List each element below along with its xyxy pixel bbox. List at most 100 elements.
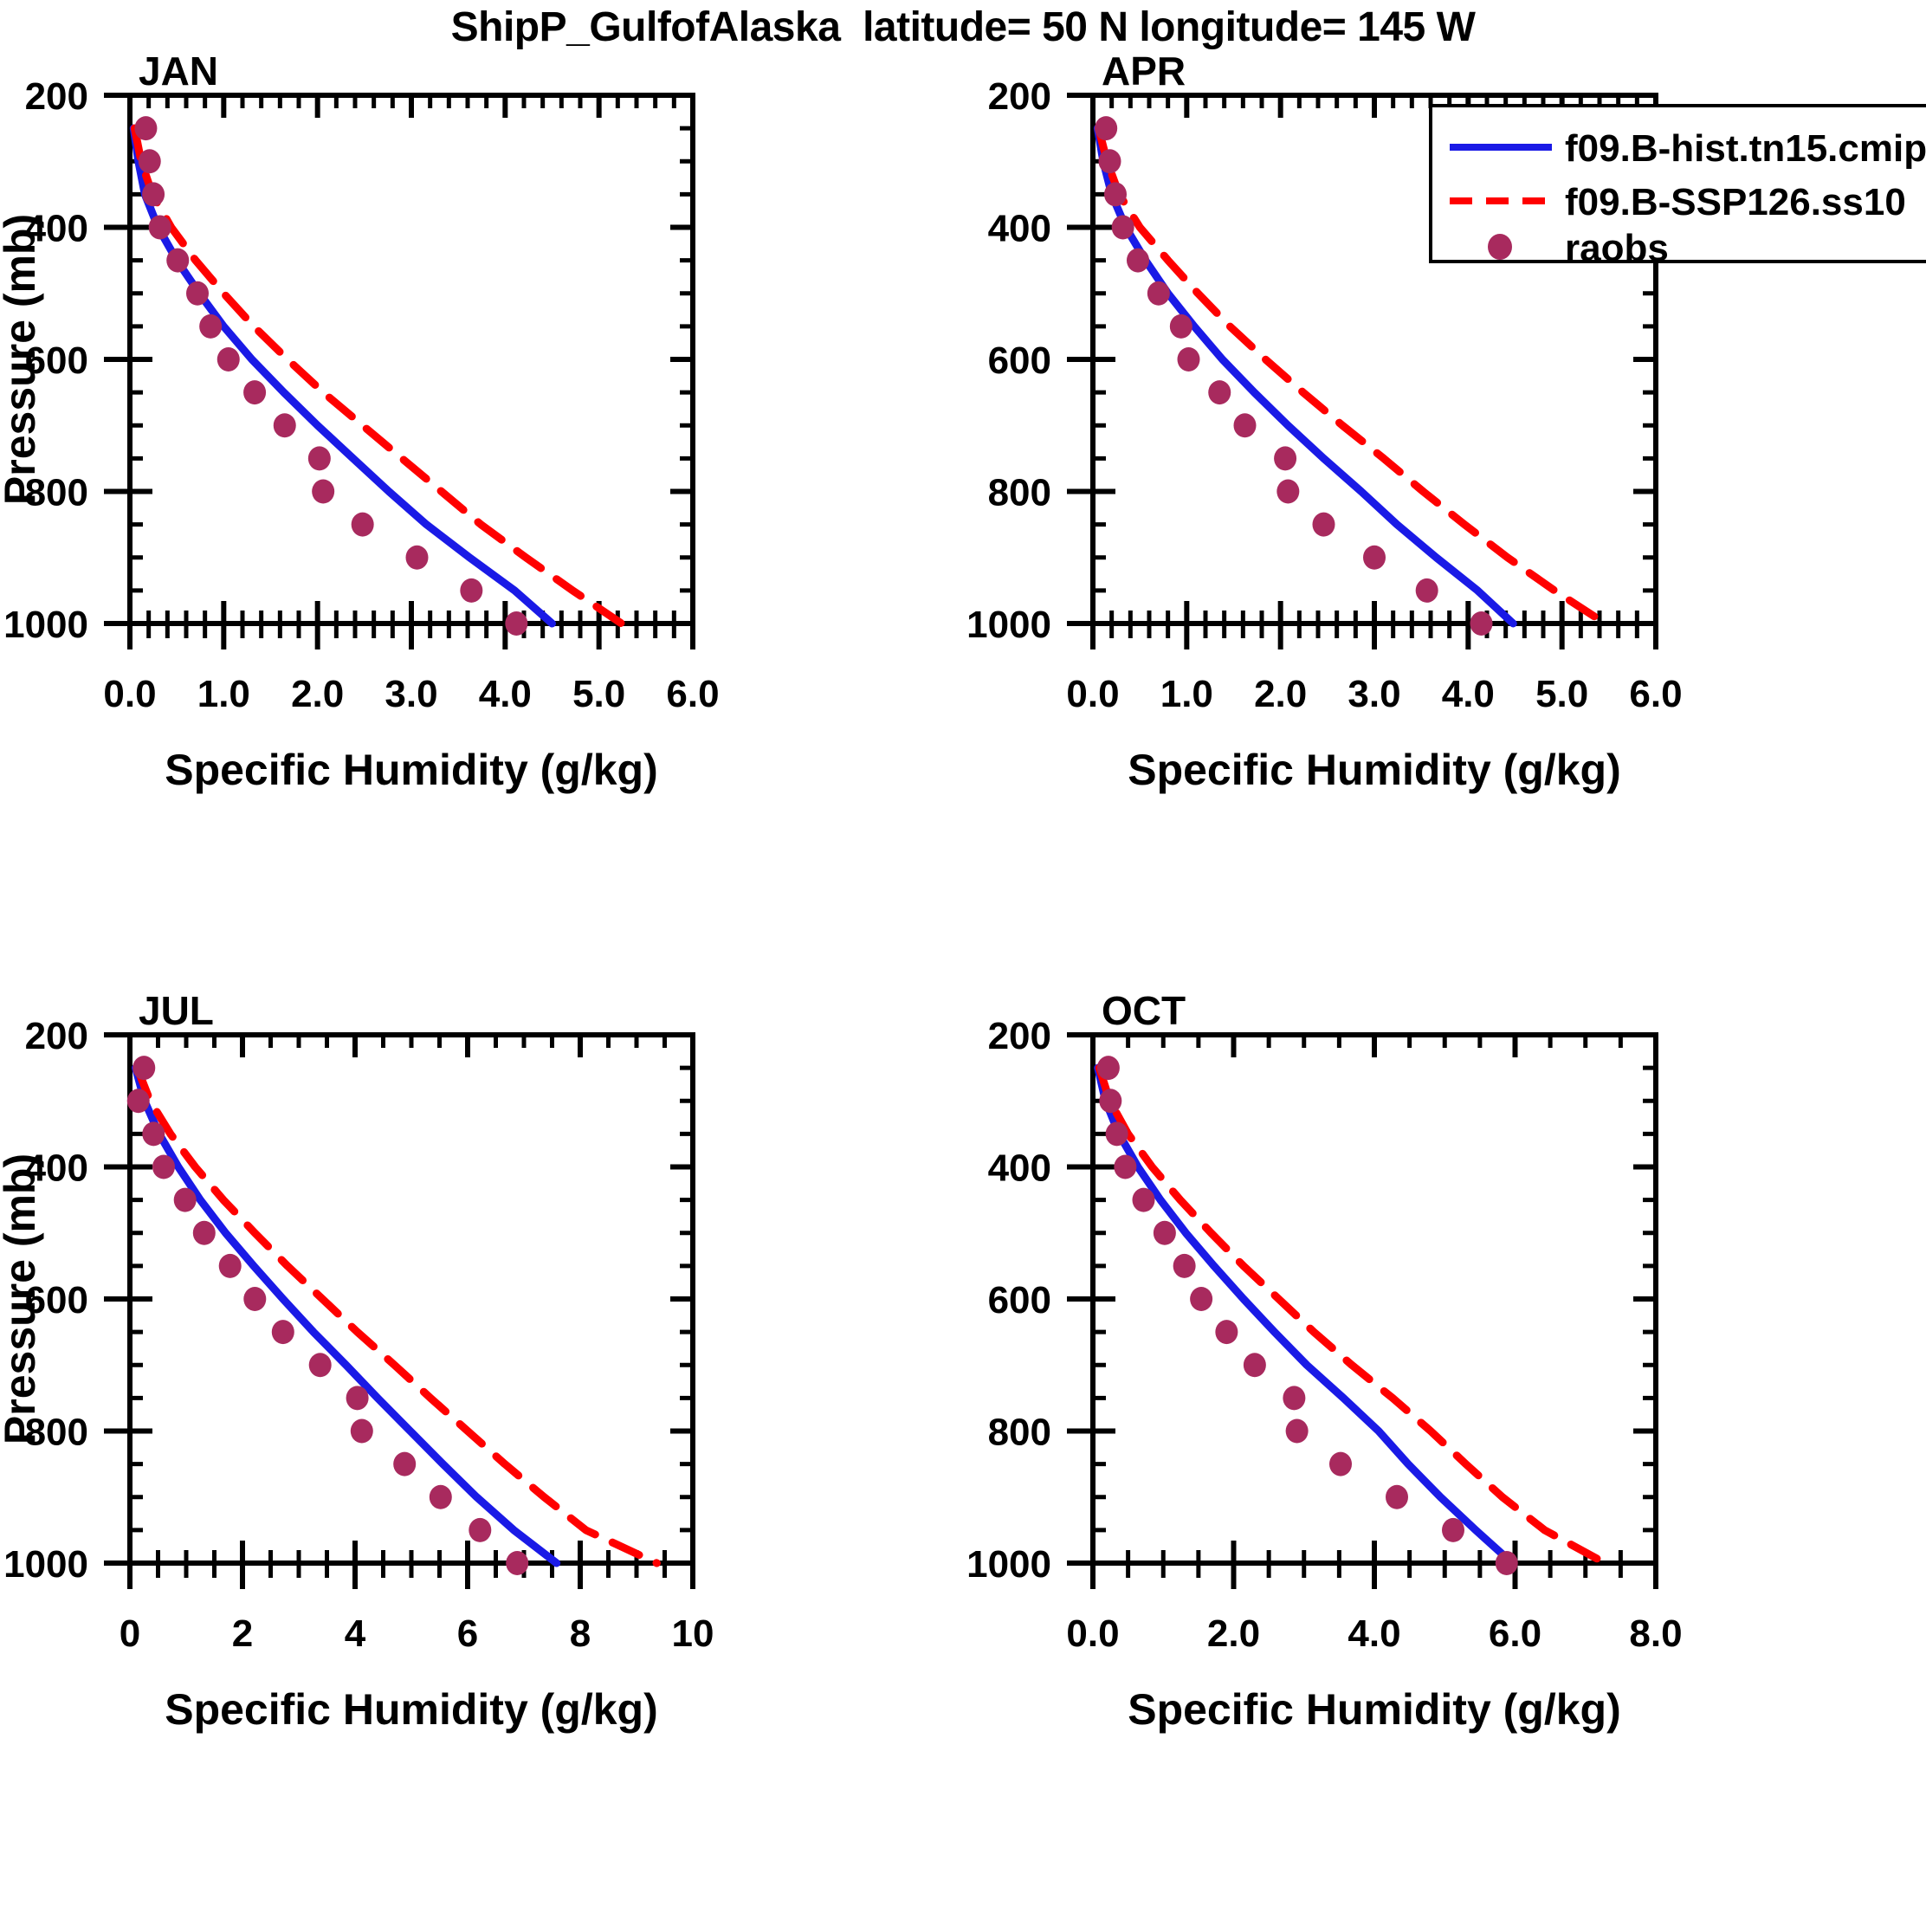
series-line-ssp126 bbox=[132, 1063, 661, 1567]
data-point-marker bbox=[1114, 1154, 1137, 1179]
data-point-marker bbox=[1363, 545, 1386, 570]
data-point-marker bbox=[1190, 1287, 1213, 1311]
y-tick-label: 600 bbox=[988, 1279, 1051, 1321]
data-point-marker bbox=[192, 1220, 216, 1245]
data-point-marker bbox=[1173, 1253, 1196, 1278]
panel-label: OCT bbox=[1102, 992, 1186, 1033]
x-tick-label: 5.0 bbox=[1535, 673, 1588, 715]
legend-label-ssp126: f09.B-SSP126.ss10 bbox=[1565, 181, 1906, 223]
data-point-marker bbox=[138, 149, 161, 174]
data-point-marker bbox=[1104, 182, 1127, 207]
data-point-marker bbox=[1098, 149, 1121, 174]
series-raobs-markers bbox=[134, 116, 528, 636]
x-tick-label: 6.0 bbox=[666, 673, 719, 715]
x-axis-title: Specific Humidity (g/kg) bbox=[165, 1685, 658, 1734]
plot-frame bbox=[127, 1032, 695, 1566]
x-tick-label: 0.0 bbox=[1066, 673, 1119, 715]
y-tick-label: 1000 bbox=[966, 604, 1051, 646]
y-tick-label: 200 bbox=[25, 1015, 88, 1057]
data-point-marker bbox=[1495, 1551, 1518, 1575]
y-tick-label: 200 bbox=[988, 1015, 1051, 1057]
y-tick-label: 800 bbox=[988, 1412, 1051, 1454]
data-point-marker bbox=[1312, 512, 1335, 537]
data-point-marker bbox=[1096, 1056, 1120, 1081]
data-point-marker bbox=[307, 446, 331, 471]
x-tick-label: 10 bbox=[672, 1612, 714, 1655]
chart-panel-apr: 0.0 1.0 2.0 3.0 4.0 5.0 6.0 200 400 600 800 1000 APR… bbox=[966, 52, 1926, 794]
x-tick-label: 2.0 bbox=[1207, 1612, 1260, 1655]
data-point-marker bbox=[308, 1353, 332, 1378]
data-point-marker bbox=[1215, 1320, 1238, 1345]
legend-label-raobs: raobs bbox=[1565, 227, 1669, 269]
x-tick-label: 6.0 bbox=[1629, 673, 1682, 715]
y-tick-label: 400 bbox=[988, 208, 1051, 250]
x-tick-label: 0 bbox=[120, 1612, 140, 1655]
data-point-marker bbox=[1415, 578, 1438, 603]
series-line-hist bbox=[129, 124, 556, 628]
x-tick-label: 8 bbox=[570, 1612, 591, 1655]
panel-label: APR bbox=[1102, 52, 1186, 94]
legend-label-hist: f09.B-hist.tn15.cmip6 bbox=[1565, 127, 1926, 170]
series-line-hist bbox=[132, 1063, 561, 1567]
x-tick-label: 2.0 bbox=[291, 673, 344, 715]
y-tick-label: 200 bbox=[25, 75, 88, 118]
data-point-marker bbox=[243, 380, 267, 405]
data-point-marker bbox=[1233, 413, 1257, 438]
y-tick-label: 800 bbox=[988, 472, 1051, 514]
y-tick-label: 800 bbox=[25, 472, 88, 514]
series-line-hist bbox=[1094, 1063, 1516, 1567]
data-point-marker bbox=[1099, 1089, 1122, 1114]
y-tick-label: 200 bbox=[988, 75, 1051, 118]
data-point-marker bbox=[173, 1187, 197, 1212]
plot-frame bbox=[1090, 1032, 1658, 1566]
legend-box bbox=[1429, 104, 1926, 263]
data-point-marker bbox=[1095, 116, 1118, 141]
data-point-marker bbox=[152, 1154, 175, 1179]
series-line-ssp126 bbox=[1095, 1063, 1609, 1567]
y-axis-title: Pressure (mb) bbox=[0, 1153, 44, 1444]
chart-panel-jan: 0.0 1.0 2.0 3.0 4.0 5.0 6.0 200 400 600 800 1000 JAN… bbox=[0, 52, 720, 794]
x-tick-label: 6 bbox=[457, 1612, 478, 1655]
y-tick-label: 1000 bbox=[3, 604, 88, 646]
x-tick-label: 3.0 bbox=[1348, 673, 1400, 715]
series-raobs-markers bbox=[126, 1056, 529, 1575]
series-raobs-markers bbox=[1096, 1056, 1518, 1575]
y-tick-label: 800 bbox=[25, 1412, 88, 1454]
legend-swatch-raobs bbox=[1488, 234, 1512, 260]
data-point-marker bbox=[166, 248, 190, 273]
x-tick-label: 0.0 bbox=[1066, 1612, 1119, 1655]
data-point-marker bbox=[126, 1089, 150, 1114]
data-point-marker bbox=[1285, 1418, 1309, 1444]
data-point-marker bbox=[271, 1320, 294, 1345]
x-tick-label: 4.0 bbox=[479, 673, 532, 715]
figure-title: ShipP_GulfofAlaska latitude= 50 N longit… bbox=[450, 4, 1476, 50]
data-point-marker bbox=[273, 413, 296, 438]
data-point-marker bbox=[186, 281, 209, 306]
data-point-marker bbox=[1105, 1121, 1128, 1147]
data-point-marker bbox=[346, 1386, 369, 1411]
chart-panel-jul: 0 2 4 6 8 10 200 400 600 800 1000 JUL Specific Humid… bbox=[0, 992, 714, 1734]
data-point-marker bbox=[1169, 313, 1192, 339]
series-line-hist bbox=[1093, 124, 1517, 628]
data-point-marker bbox=[405, 545, 429, 570]
y-tick-label: 400 bbox=[988, 1147, 1051, 1190]
x-tick-label: 5.0 bbox=[572, 673, 625, 715]
data-point-marker bbox=[469, 1517, 492, 1542]
data-point-marker bbox=[1386, 1484, 1408, 1509]
data-point-marker bbox=[132, 1056, 156, 1081]
data-point-marker bbox=[505, 611, 528, 636]
data-point-marker bbox=[1111, 215, 1134, 240]
y-tick-label: 400 bbox=[25, 1147, 88, 1190]
data-point-marker bbox=[1276, 479, 1300, 504]
data-point-marker bbox=[217, 347, 240, 372]
y-tick-label: 400 bbox=[25, 208, 88, 250]
data-point-marker bbox=[506, 1551, 529, 1575]
x-tick-label: 1.0 bbox=[197, 673, 250, 715]
data-point-marker bbox=[351, 512, 374, 537]
x-axis-title: Specific Humidity (g/kg) bbox=[1128, 1685, 1621, 1734]
x-tick-label: 4.0 bbox=[1348, 1612, 1400, 1655]
data-point-marker bbox=[1283, 1386, 1306, 1411]
data-point-marker bbox=[218, 1253, 242, 1278]
y-tick-label: 1000 bbox=[3, 1543, 88, 1586]
data-point-marker bbox=[1208, 380, 1231, 405]
